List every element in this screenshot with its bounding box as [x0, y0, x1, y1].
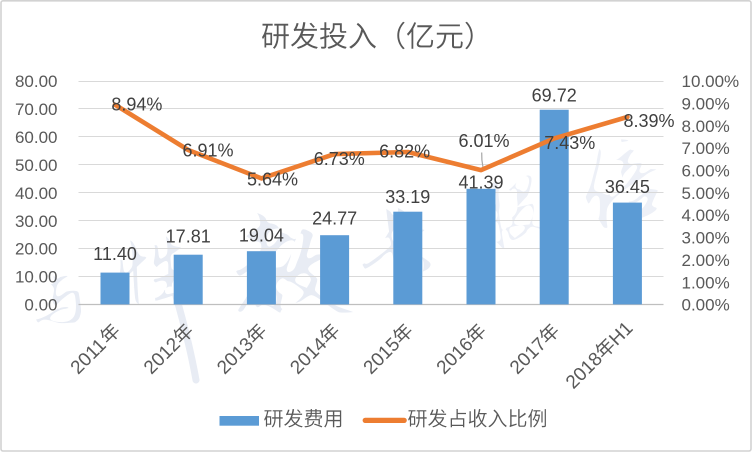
svg-text:7.00%: 7.00%	[682, 139, 730, 158]
svg-text:41.39: 41.39	[458, 173, 503, 193]
svg-text:10.00%: 10.00%	[682, 72, 740, 91]
svg-text:17.81: 17.81	[166, 227, 211, 247]
svg-text:0.00%: 0.00%	[682, 296, 730, 315]
svg-text:1.00%: 1.00%	[682, 273, 730, 292]
svg-text:20.00: 20.00	[15, 240, 58, 259]
svg-text:19.04: 19.04	[239, 226, 284, 246]
svg-text:30.00: 30.00	[15, 212, 58, 231]
svg-text:3.00%: 3.00%	[682, 229, 730, 248]
svg-text:7.43%: 7.43%	[544, 133, 595, 153]
svg-text:8.00%: 8.00%	[682, 117, 730, 136]
svg-text:60.00: 60.00	[15, 128, 58, 147]
svg-text:2.00%: 2.00%	[682, 251, 730, 270]
svg-text:33.19: 33.19	[385, 187, 430, 207]
svg-text:50.00: 50.00	[15, 156, 58, 175]
svg-text:8.39%: 8.39%	[623, 111, 674, 131]
svg-text:69.72: 69.72	[532, 86, 577, 106]
svg-text:6.01%: 6.01%	[458, 131, 509, 151]
svg-text:40.00: 40.00	[15, 184, 58, 203]
svg-text:8.94%: 8.94%	[111, 95, 162, 115]
svg-text:80.00: 80.00	[15, 72, 58, 91]
svg-text:24.77: 24.77	[312, 209, 357, 229]
svg-text:6.91%: 6.91%	[182, 140, 233, 160]
svg-text:6.73%: 6.73%	[314, 149, 365, 169]
svg-text:5.64%: 5.64%	[247, 169, 298, 189]
svg-text:6.00%: 6.00%	[682, 162, 730, 181]
svg-text:4.00%: 4.00%	[682, 206, 730, 225]
svg-text:10.00: 10.00	[15, 268, 58, 287]
svg-text:9.00%: 9.00%	[682, 95, 730, 114]
svg-text:36.45: 36.45	[605, 177, 650, 197]
svg-text:5.00%: 5.00%	[682, 184, 730, 203]
svg-text:0.00: 0.00	[24, 296, 57, 315]
svg-text:6.82%: 6.82%	[379, 142, 430, 162]
svg-text:11.40: 11.40	[93, 244, 137, 264]
svg-text:70.00: 70.00	[15, 100, 58, 119]
